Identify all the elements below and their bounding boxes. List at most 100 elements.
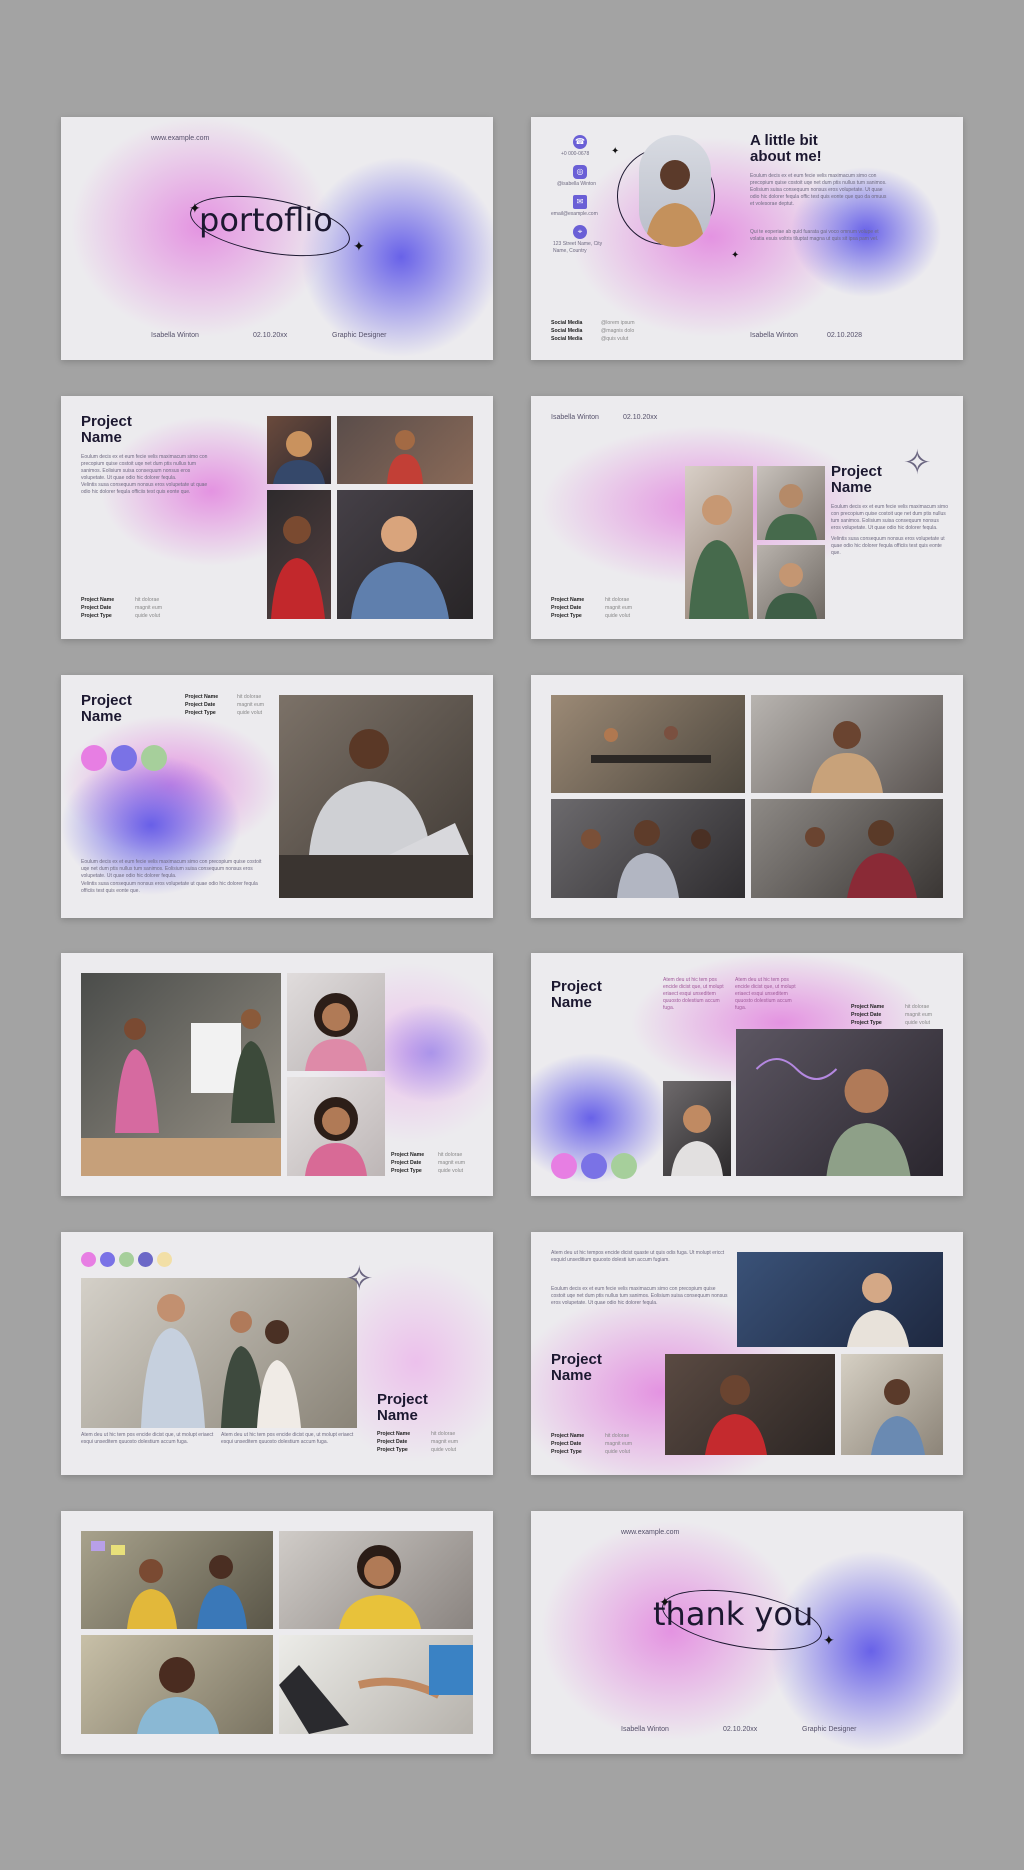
author-role: Graphic Designer (802, 1726, 857, 1733)
team-photo (551, 799, 745, 898)
gradient-blob (301, 157, 493, 357)
meta-value: quide volut (135, 613, 161, 619)
meta-label: Project Type (551, 613, 582, 619)
project-meta-values: hit dolorae magnit eum quide volut (905, 1003, 932, 1027)
slide-thank-you: www.example.com ✦ ✦ thank you Isabella W… (531, 1511, 963, 1754)
portrait-photo (685, 466, 753, 619)
meta-value: quide volut (438, 1168, 464, 1174)
meta-value: quide volut (237, 710, 263, 716)
sparkle-icon: ✦ (353, 238, 365, 254)
contact-address: 123 Street Name, City Name, Country (553, 241, 603, 254)
portrait-photo (737, 1252, 943, 1347)
design-photo (736, 1029, 943, 1176)
palette-swatch (111, 745, 137, 771)
social-value: @quis vulut (601, 336, 629, 342)
sparkle-icon: ✦ (823, 1632, 835, 1648)
meta-label: Project Type (391, 1168, 422, 1174)
meta-value: magnit eum (905, 1012, 933, 1018)
palette-swatch (81, 745, 107, 771)
project-heading: Project Name (81, 692, 132, 725)
meta-label: Project Type (81, 613, 112, 619)
meta-label: Project Name (81, 597, 115, 603)
palette-swatch (119, 1252, 134, 1267)
meta-label: Project Date (185, 702, 216, 708)
caption-text: Atem deu ut hic tem pos encide dicist qu… (81, 1432, 214, 1445)
project-paragraph: Velintis susa consequum nonsus eros volu… (81, 881, 258, 894)
meta-label: Project Name (551, 597, 585, 603)
intro-paragraph: Atem deu ut hic tempos encide dicist qua… (551, 1250, 725, 1263)
contact-handle: @isabella Winton (557, 181, 596, 187)
meta-label: Project Type (551, 1449, 582, 1455)
social-label: Social Media (551, 328, 583, 334)
team-photo (81, 1278, 357, 1428)
meta-label: Project Type (377, 1447, 408, 1453)
social-value: @magnis dolo (601, 328, 635, 334)
social-value: @lorem ipsum (601, 320, 635, 326)
palette-swatch (551, 1153, 577, 1179)
column-text: Atem deu ut hic tem pos encide dicist qu… (663, 977, 724, 1011)
sparkle-icon: ✦ (611, 146, 620, 157)
slide-project-3: Project Name Project Name Project Date P… (61, 675, 493, 918)
palette-swatch (581, 1153, 607, 1179)
gradient-blob (61, 715, 281, 855)
portrait-photo (841, 1354, 943, 1455)
about-paragraph: Eoulum decis ex et eum fecie velis maxim… (750, 173, 887, 207)
portrait-photo (665, 1354, 835, 1455)
meta-label: Project Name (551, 1433, 585, 1439)
caption-text: Atem deu ut hic tem pos encide dicist qu… (221, 1432, 354, 1445)
intro-paragraph: Eoulum decis ex et eum fecie velis maxim… (551, 1286, 728, 1306)
slide-gallery-1 (531, 675, 963, 918)
meta-label: Project Name (391, 1152, 425, 1158)
website-url: www.example.com (621, 1529, 680, 1536)
portrait-photo (337, 490, 473, 619)
portrait-photo (279, 1531, 473, 1629)
meta-value: magnit eum (237, 702, 265, 708)
portrait-photo (757, 545, 825, 619)
mail-icon: ✉ (573, 195, 587, 209)
website-url: www.example.com (151, 135, 210, 142)
slide-project-2: Isabella Winton 02.10.20xx Project Name … (531, 396, 963, 639)
slide-cover: www.example.com ✦ ✦ portoflio Isabella W… (61, 117, 493, 360)
portrait-photo (287, 1077, 385, 1176)
social-values: @lorem ipsum @magnis dolo @quis vulut (601, 319, 635, 343)
meta-value: magnit eum (438, 1160, 466, 1166)
project-meta: Project Name Project Date Project Type (551, 1432, 584, 1456)
contact-email: email@example.com (551, 211, 598, 217)
instagram-icon: ◎ (573, 165, 587, 179)
portrait-photo (663, 1081, 731, 1176)
slide-project-5: Project Name Atem deu ut hic tem pos enc… (531, 953, 963, 1196)
profile-photo (639, 135, 711, 247)
project-meta: Project Name Project Date Project Type (551, 596, 584, 620)
project-paragraph: Velintis susa consequum nonsus eros volu… (831, 536, 945, 556)
slide-gallery-2 (61, 1511, 493, 1754)
meta-value: quide volut (605, 613, 631, 619)
author-role: Graphic Designer (332, 332, 387, 339)
portrait-photo (287, 973, 385, 1071)
sparkle-icon: ✦ (731, 250, 740, 261)
project-meta-values: hit dolorae magnit eum quide volut (237, 693, 264, 717)
phone-icon: ☎ (573, 135, 587, 149)
project-paragraph: Eoulum decis ex et eum fecie velis maxim… (81, 454, 208, 481)
sparkle-icon: ✧ (345, 1260, 374, 1298)
project-meta: Project Name Project Date Project Type (377, 1430, 410, 1454)
author-name: Isabella Winton (750, 332, 798, 339)
meta-value: hit dolorae (237, 694, 262, 700)
meta-value: magnit eum (605, 1441, 633, 1447)
meta-label: Project Type (185, 710, 216, 716)
column-text: Atem deu ut hic tem pos encide dicist qu… (735, 977, 796, 1011)
project-meta-values: hit dolorae magnit eum quide volut (605, 596, 632, 620)
meta-value: hit dolorae (438, 1152, 463, 1158)
workspace-photo (279, 695, 473, 898)
meta-label: Project Name (185, 694, 219, 700)
about-date: 02.10.2028 (827, 332, 863, 339)
project-meta-values: hit dolorae magnit eum quide volut (431, 1430, 458, 1454)
slide-project-4: Project Name Project Date Project Type h… (61, 953, 493, 1196)
author-name: Isabella Winton (151, 332, 199, 339)
palette-swatch (81, 1252, 96, 1267)
location-icon: ⌖ (573, 225, 587, 239)
sparkle-icon: ✧ (903, 444, 932, 482)
closing-date: 02.10.20xx (723, 1726, 758, 1733)
meta-label: Project Date (81, 605, 112, 611)
project-heading: Project Name (551, 1351, 602, 1384)
meta-value: quide volut (605, 1449, 631, 1455)
